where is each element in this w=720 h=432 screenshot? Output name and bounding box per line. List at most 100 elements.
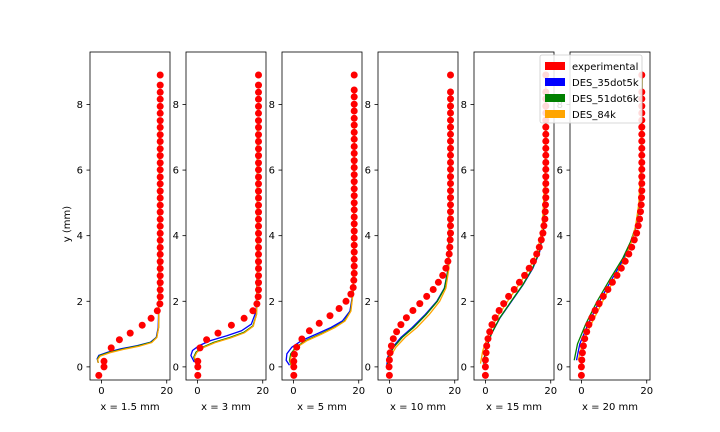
y-tick-label: 0: [365, 362, 371, 373]
experimental-point: [95, 371, 103, 379]
experimental-point: [447, 187, 454, 195]
experimental-point: [255, 95, 262, 103]
experimental-point: [446, 236, 454, 244]
x-tick-label: 20: [640, 386, 653, 397]
experimental-point: [608, 278, 616, 286]
experimental-point: [293, 343, 301, 351]
experimental-point: [637, 201, 645, 209]
experimental-point: [447, 201, 454, 209]
experimental-point: [255, 159, 262, 167]
y-tick-label: 2: [173, 297, 179, 308]
experimental-point: [156, 117, 164, 125]
experimental-point: [350, 192, 358, 200]
experimental-point: [442, 264, 450, 272]
experimental-point: [350, 213, 358, 221]
plot-area: [385, 71, 454, 379]
subplot-4: 0 20 0 2 4 6 8 x = 10 mm: [365, 51, 461, 413]
subplot-2: 0 20 0 2 4 6 8 x = 3 mm: [173, 51, 269, 413]
y-tick-label: 4: [269, 231, 275, 242]
legend-label: DES_51dot6k: [572, 94, 639, 105]
y-tick-label: 4: [173, 231, 179, 242]
experimental-point: [156, 244, 164, 251]
y-tick-label: 8: [173, 100, 179, 111]
experimental-point: [505, 292, 513, 300]
x-axis-label: x = 15 mm: [486, 402, 542, 413]
experimental-point: [638, 144, 646, 152]
experimental-point: [423, 292, 431, 300]
experimental-point: [515, 278, 523, 286]
experimental-point: [335, 305, 343, 312]
y-tick-label: 8: [269, 100, 275, 111]
experimental-point: [578, 349, 586, 357]
experimental-point: [350, 121, 358, 129]
experimental-point: [255, 229, 262, 237]
experimental-point: [156, 145, 164, 153]
y-tick-label: 8: [461, 100, 467, 111]
x-tick-label: 20: [448, 386, 461, 397]
experimental-point: [107, 344, 115, 352]
experimental-point: [350, 234, 358, 242]
y-axis-label: y (mm): [62, 206, 73, 242]
experimental-point: [542, 130, 550, 138]
experimental-point: [447, 88, 454, 96]
experimental-point: [255, 145, 262, 153]
subplot-5: 0 20 0 2 4 6 8 x = 15 mm: [461, 51, 557, 413]
experimental-point: [350, 248, 358, 256]
experimental-point: [255, 272, 262, 280]
y-tick-label: 0: [461, 362, 467, 373]
series-line-des-51dot6k: [288, 127, 355, 366]
y-tick-label: 0: [77, 362, 83, 373]
experimental-point: [156, 71, 164, 79]
experimental-point: [350, 220, 358, 228]
experimental-point: [147, 314, 155, 322]
x-tick-label: 0: [290, 386, 296, 397]
experimental-point: [156, 131, 164, 139]
experimental-point: [255, 215, 262, 223]
experimental-point: [447, 215, 454, 223]
experimental-point: [447, 116, 454, 124]
experimental-point: [429, 286, 437, 293]
x-axis-label: x = 20 mm: [582, 402, 638, 413]
experimental-point: [535, 243, 543, 251]
subplot-3: 0 20 0 2 4 6 8 x = 5 mm: [269, 51, 365, 413]
experimental-point: [156, 152, 164, 160]
experimental-point: [542, 144, 550, 152]
experimental-point: [326, 312, 334, 320]
experimental-point: [385, 356, 393, 364]
experimental-point: [290, 350, 298, 358]
experimental-point: [255, 123, 262, 131]
y-tick-label: 0: [557, 362, 563, 373]
experimental-point: [255, 109, 262, 117]
plot-area: [190, 71, 262, 379]
experimental-point: [447, 123, 454, 131]
experimental-point: [240, 314, 248, 322]
experimental-point: [447, 151, 454, 159]
experimental-point: [445, 250, 453, 258]
experimental-point: [638, 137, 646, 145]
experimental-point: [638, 123, 646, 131]
experimental-point: [604, 286, 612, 293]
experimental-point: [350, 206, 358, 214]
experimental-point: [255, 102, 262, 110]
experimental-point: [255, 138, 262, 145]
experimental-point: [342, 297, 350, 305]
experimental-point: [255, 152, 262, 160]
experimental-point: [585, 321, 593, 329]
experimental-point: [638, 151, 646, 159]
experimental-point: [542, 159, 550, 166]
experimental-point: [416, 300, 424, 308]
experimental-point: [350, 199, 358, 207]
experimental-point: [290, 371, 298, 379]
experimental-point: [393, 328, 401, 336]
experimental-point: [253, 300, 261, 308]
experimental-point: [521, 271, 529, 279]
experimental-point: [447, 165, 454, 173]
legend-swatch: [545, 110, 565, 118]
experimental-point: [156, 279, 164, 287]
experimental-point: [255, 222, 262, 230]
experimental-point: [255, 201, 262, 209]
y-tick-label: 2: [365, 297, 371, 308]
experimental-point: [194, 363, 202, 371]
series-line-des-35dot5k: [96, 127, 160, 364]
